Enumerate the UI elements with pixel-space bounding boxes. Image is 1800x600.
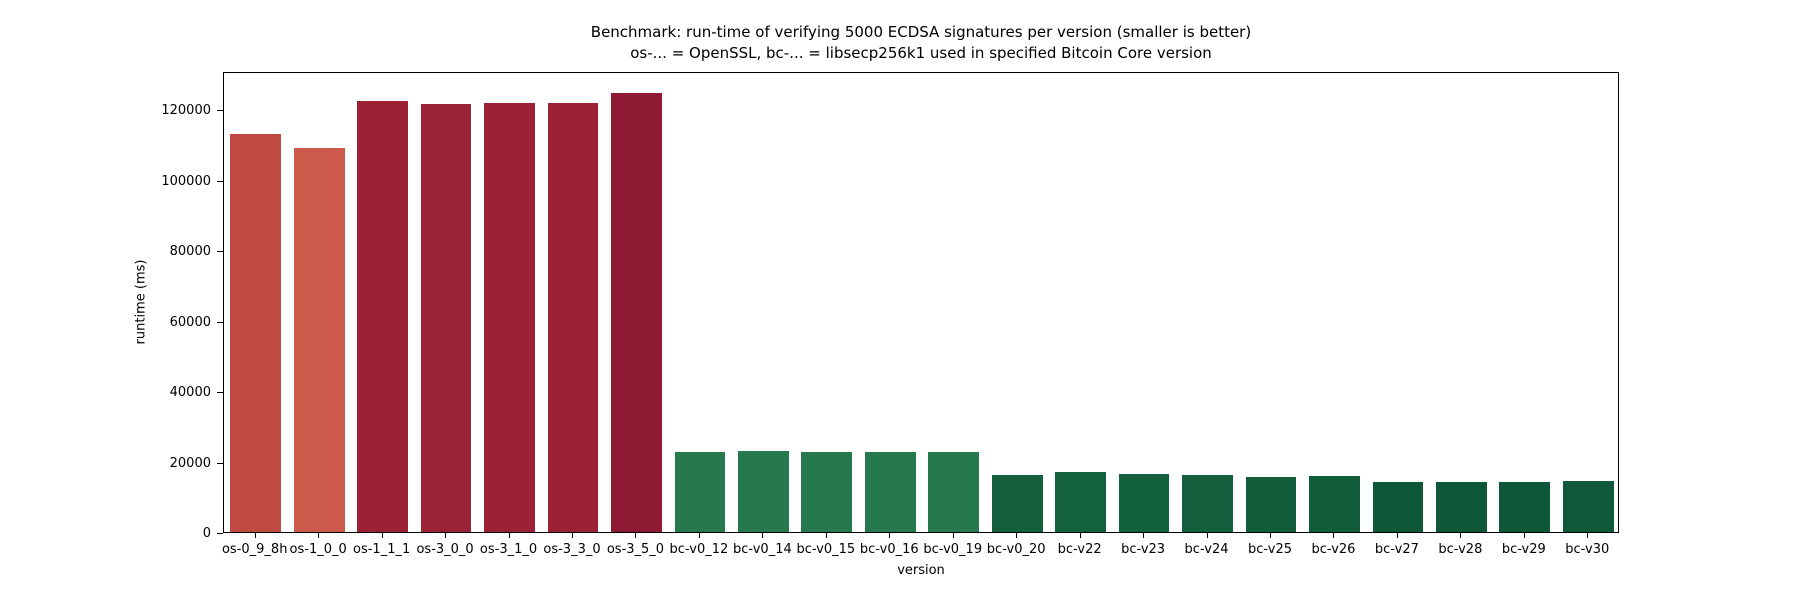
x-tick-label-os-3_3_0: os-3_3_0	[543, 542, 601, 557]
bar-os-3_3_0	[547, 102, 599, 532]
bar-bc-v25	[1245, 476, 1297, 532]
x-tick-label-bc-v0_15: bc-v0_15	[796, 542, 856, 557]
bar-bc-v0_16	[864, 452, 916, 532]
x-tick-mark	[381, 533, 383, 538]
x-tick-label-bc-v24: bc-v24	[1184, 542, 1229, 557]
x-tick-label-bc-v0_12: bc-v0_12	[669, 542, 729, 557]
bar-os-3_1_0	[484, 102, 535, 532]
bar-os-3_5_0	[611, 92, 662, 532]
x-tick-mark	[1079, 533, 1081, 538]
y-tick-mark	[217, 321, 223, 323]
bar-bc-v24	[1182, 474, 1233, 532]
x-tick-mark	[1587, 533, 1589, 538]
x-tick-mark	[318, 533, 320, 538]
bar-bc-v27	[1372, 481, 1424, 532]
x-tick-mark	[1523, 533, 1525, 538]
x-tick-label-bc-v26: bc-v26	[1311, 542, 1356, 557]
x-tick-label-bc-v25: bc-v25	[1248, 542, 1292, 557]
bar-os-0_9_8h	[230, 133, 282, 532]
x-tick-mark	[1270, 533, 1271, 538]
x-tick-mark	[445, 533, 447, 538]
x-tick-label-bc-v28: bc-v28	[1438, 542, 1483, 557]
bar-os-3_0_0	[420, 104, 472, 532]
y-axis-label: runtime (ms)	[133, 259, 149, 345]
x-axis-label: version	[897, 563, 945, 578]
x-tick-label-os-1_1_1: os-1_1_1	[353, 542, 411, 557]
x-tick-label-os-3_5_0: os-3_5_0	[606, 542, 665, 557]
plot-area	[223, 72, 1619, 533]
bar-os-1_1_1	[357, 101, 408, 532]
bar-bc-v0_14	[737, 450, 789, 532]
x-tick-label-bc-v30: bc-v30	[1565, 542, 1610, 557]
y-tick-mark	[217, 251, 223, 253]
bar-bc-v0_15	[801, 452, 853, 532]
y-tick-mark	[217, 110, 223, 112]
x-tick-label-os-0_9_8h: os-0_9_8h	[221, 542, 288, 557]
bar-bc-v0_19	[928, 452, 980, 532]
bar-bc-v30	[1562, 480, 1614, 532]
x-tick-label-os-3_1_0: os-3_1_0	[479, 542, 538, 557]
x-tick-mark	[825, 533, 827, 538]
chart-title: Benchmark: run-time of verifying 5000 EC…	[590, 23, 1252, 41]
y-tick-label-0: 0	[202, 526, 211, 541]
chart-title-block: Benchmark: run-time of verifying 5000 EC…	[223, 22, 1619, 64]
bar-bc-v26	[1309, 476, 1360, 532]
chart-subtitle: os-... = OpenSSL, bc-... = libsecp256k1 …	[630, 44, 1212, 62]
x-tick-mark	[1016, 533, 1018, 538]
bar-bc-v28	[1435, 481, 1487, 532]
x-tick-label-bc-v29: bc-v29	[1501, 542, 1546, 557]
bar-bc-v0_20	[991, 474, 1043, 532]
y-tick-mark	[217, 180, 223, 182]
y-tick-mark	[217, 462, 223, 464]
y-tick-label-120000: 120000	[161, 103, 211, 119]
x-tick-label-bc-v0_19: bc-v0_19	[923, 542, 983, 557]
x-tick-label-bc-v0_16: bc-v0_16	[859, 542, 919, 557]
x-tick-mark	[1333, 533, 1335, 538]
bar-bc-v0_12	[674, 452, 726, 532]
x-tick-mark	[1206, 533, 1208, 538]
x-tick-mark	[889, 533, 891, 538]
x-tick-label-bc-v0_14: bc-v0_14	[732, 542, 792, 557]
y-tick-mark	[217, 533, 223, 534]
y-tick-label-60000: 60000	[169, 314, 211, 330]
x-tick-mark	[1143, 533, 1145, 538]
x-tick-mark	[952, 533, 954, 538]
y-tick-label-20000: 20000	[169, 455, 211, 471]
bar-bc-v22	[1055, 472, 1106, 532]
x-tick-label-bc-v27: bc-v27	[1374, 542, 1419, 557]
y-tick-mark	[217, 392, 223, 394]
bar-bc-v29	[1499, 481, 1551, 532]
x-tick-mark	[508, 533, 510, 538]
x-tick-mark	[572, 533, 573, 538]
x-tick-mark	[698, 533, 700, 538]
x-tick-label-bc-v0_20: bc-v0_20	[986, 542, 1046, 557]
x-tick-mark	[1396, 533, 1398, 538]
x-tick-label-bc-v23: bc-v23	[1121, 542, 1166, 557]
y-tick-label-100000: 100000	[161, 173, 211, 189]
bar-os-1_0_0	[293, 147, 345, 532]
x-tick-label-bc-v22: bc-v22	[1057, 542, 1102, 557]
x-tick-mark	[1460, 533, 1462, 538]
x-tick-mark	[762, 533, 764, 538]
bar-bc-v23	[1118, 473, 1170, 532]
x-tick-label-os-3_0_0: os-3_0_0	[416, 542, 474, 557]
y-tick-label-80000: 80000	[169, 244, 211, 260]
x-tick-mark	[254, 533, 256, 538]
x-tick-mark	[635, 533, 637, 538]
x-tick-label-os-1_0_0: os-1_0_0	[289, 542, 347, 557]
y-tick-label-40000: 40000	[169, 385, 211, 401]
